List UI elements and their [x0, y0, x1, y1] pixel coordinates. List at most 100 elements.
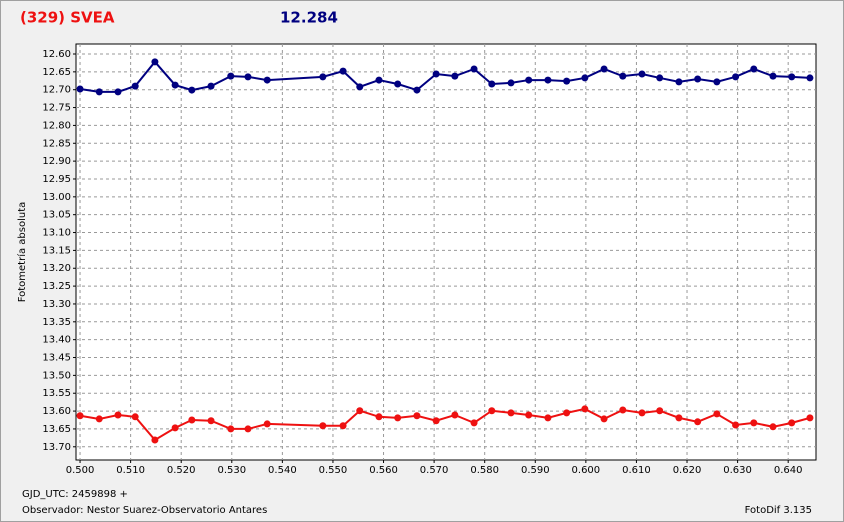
data-point [750, 419, 758, 427]
y-tick-label: 13.10 [42, 228, 71, 239]
y-tick-label: 13.60 [42, 406, 71, 417]
data-point [750, 65, 758, 73]
data-point [769, 72, 777, 80]
data-point [244, 425, 252, 433]
y-tick-label: 13.15 [42, 245, 71, 256]
x-tick-label: 0.570 [420, 465, 449, 476]
data-point [451, 72, 459, 80]
data-point [675, 78, 683, 86]
data-point [151, 436, 159, 444]
data-point [788, 419, 796, 427]
data-point [581, 405, 589, 413]
data-point [432, 70, 440, 78]
data-point [375, 413, 383, 421]
data-point [207, 82, 215, 90]
data-point [356, 83, 364, 91]
data-point [806, 414, 814, 422]
y-tick-label: 12.60 [42, 49, 71, 60]
data-point [188, 86, 196, 94]
data-point [788, 73, 796, 81]
y-tick-label: 12.90 [42, 156, 71, 167]
x-tick-label: 0.500 [66, 465, 95, 476]
data-point [713, 410, 721, 418]
plot-area [75, 43, 817, 461]
x-tick-label: 0.510 [116, 465, 145, 476]
y-tick-label: 13.25 [42, 281, 71, 292]
data-point [413, 86, 421, 94]
data-point [131, 82, 139, 90]
data-point [507, 79, 515, 87]
data-point [375, 76, 383, 84]
data-point [451, 411, 459, 419]
y-tick-label: 13.50 [42, 370, 71, 381]
data-point [563, 409, 571, 417]
data-point [694, 75, 702, 83]
y-tick-label: 13.40 [42, 335, 71, 346]
data-point [356, 407, 364, 415]
x-tick-label: 0.550 [319, 465, 348, 476]
y-tick-label: 13.00 [42, 192, 71, 203]
x-tick-label: 0.540 [268, 465, 297, 476]
data-point [470, 419, 478, 427]
data-point [619, 406, 627, 414]
y-tick-label: 12.80 [42, 120, 71, 131]
chart-title: (329) SVEA [20, 9, 115, 27]
data-point [694, 418, 702, 426]
y-tick-label: 13.35 [42, 317, 71, 328]
data-point [600, 415, 608, 423]
data-point [171, 424, 179, 432]
data-point [339, 422, 347, 430]
data-point [76, 412, 84, 420]
y-tick-label: 12.70 [42, 85, 71, 96]
data-point [413, 412, 421, 420]
data-point [188, 416, 196, 424]
data-point [806, 74, 814, 82]
y-tick-label: 12.95 [42, 174, 71, 185]
data-point [525, 76, 533, 84]
x-tick-label: 0.520 [167, 465, 196, 476]
data-point [544, 414, 552, 422]
data-point [656, 74, 664, 82]
data-point [713, 78, 721, 86]
data-point [581, 74, 589, 82]
data-point [319, 422, 327, 430]
data-point [488, 80, 496, 88]
data-point [470, 65, 478, 73]
x-tick-label: 0.620 [673, 465, 702, 476]
y-tick-label: 13.70 [42, 442, 71, 453]
data-point [319, 73, 327, 81]
data-point [675, 414, 683, 422]
data-point [638, 70, 646, 78]
data-point [488, 407, 496, 415]
x-tick-label: 0.530 [217, 465, 246, 476]
data-point [263, 420, 271, 428]
x-tick-label: 0.580 [470, 465, 499, 476]
data-point [544, 76, 552, 84]
data-point [95, 415, 103, 423]
data-point [769, 423, 777, 431]
data-point [151, 58, 159, 66]
data-point [95, 88, 103, 96]
y-tick-label: 13.05 [42, 210, 71, 221]
data-point [732, 73, 740, 81]
data-point [432, 417, 440, 425]
y-tick-label: 13.45 [42, 353, 71, 364]
data-point [732, 421, 740, 429]
x-tick-label: 0.590 [521, 465, 550, 476]
data-point [394, 414, 402, 422]
data-point [507, 409, 515, 417]
subtitle: 12.284 [280, 9, 338, 27]
y-tick-label: 13.20 [42, 263, 71, 274]
data-point [227, 425, 235, 433]
footer-left: Observador: Nestor Suarez-Observatorio A… [22, 505, 267, 516]
footer-right: FotoDif 3.135 [745, 505, 812, 516]
x-tick-label: 0.630 [723, 465, 752, 476]
data-point [114, 88, 122, 96]
data-point [525, 411, 533, 419]
y-tick-label: 13.30 [42, 299, 71, 310]
x-axis-label: GJD_UTC: 2459898 + [22, 489, 128, 500]
data-point [394, 80, 402, 88]
y-tick-label: 13.55 [42, 388, 71, 399]
y-tick-label: 12.85 [42, 138, 71, 149]
y-axis-label: Fotometría absoluta [16, 202, 28, 303]
